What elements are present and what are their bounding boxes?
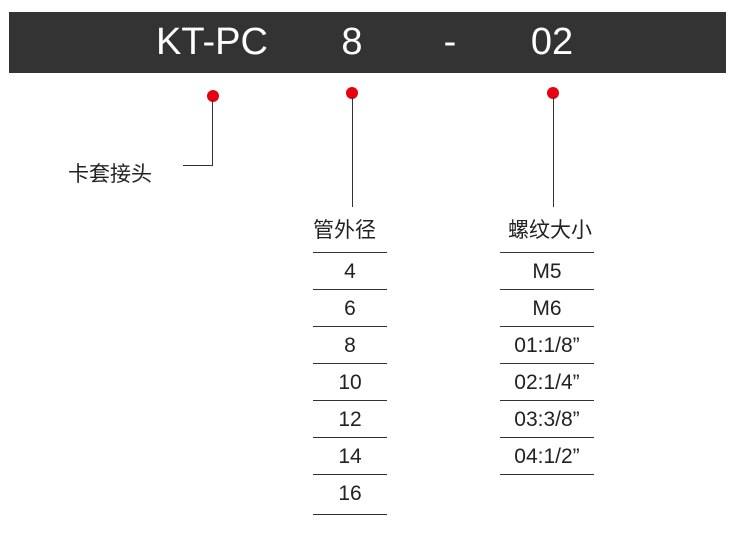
marker-dot: [207, 90, 219, 102]
list-item: 12: [313, 401, 387, 438]
model-banner: [9, 12, 726, 73]
model-separator: -: [443, 21, 457, 63]
list-item: 03:3/8”: [500, 401, 594, 438]
marker-dot: [346, 87, 358, 99]
label-tube-od: 管外径: [313, 218, 376, 242]
thread-list: M5 M6 01:1/8” 02:1/4” 03:3/8” 04:1/2”: [500, 252, 594, 475]
list-item: M5: [500, 252, 594, 290]
model-tube-size: 8: [341, 21, 363, 63]
tube-od-list: 4 6 8 10 12 14 16: [313, 252, 387, 515]
list-item: 14: [313, 438, 387, 475]
leader-line: [183, 165, 213, 166]
leader-line: [553, 97, 554, 207]
list-item: 6: [313, 290, 387, 327]
list-item: 04:1/2”: [500, 438, 594, 475]
label-thread: 螺纹大小: [508, 218, 592, 242]
leader-line: [212, 100, 213, 166]
list-item: M6: [500, 290, 594, 327]
list-item: 4: [313, 252, 387, 290]
list-item: 16: [313, 475, 387, 515]
list-item: 8: [313, 327, 387, 364]
model-thread: 02: [530, 21, 574, 63]
model-series: KT-PC: [156, 21, 268, 63]
label-fitting: 卡套接头: [68, 162, 152, 186]
list-item: 10: [313, 364, 387, 401]
list-item: 01:1/8”: [500, 327, 594, 364]
marker-dot: [547, 87, 559, 99]
leader-line: [352, 97, 353, 207]
list-item: 02:1/4”: [500, 364, 594, 401]
